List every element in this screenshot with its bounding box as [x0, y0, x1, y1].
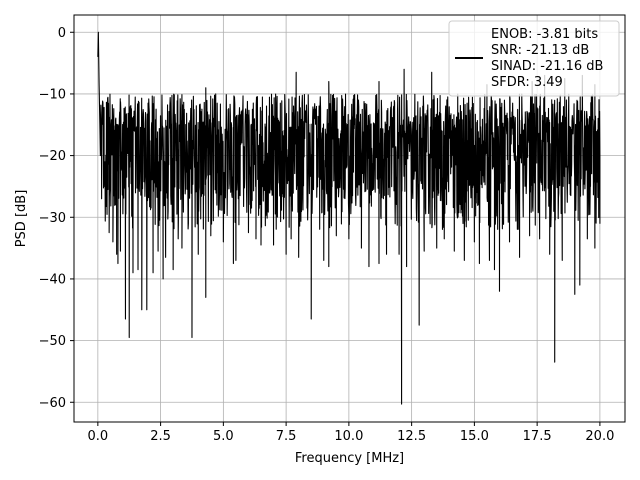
- y-tick-label: −50: [39, 334, 66, 349]
- y-tick-label: −60: [39, 396, 66, 411]
- legend-label-line: SINAD: -21.16 dB: [491, 59, 603, 74]
- x-axis-ticks: 0.0 2.5 5.0 7.5 10.0 12.5 15.0 17.5 20.0: [88, 422, 614, 444]
- legend: ENOB: -3.81 bits SNR: -21.13 dB SINAD: -21…: [448, 20, 620, 97]
- legend-box: [448, 20, 620, 97]
- y-tick-label: −20: [39, 149, 66, 164]
- x-axis-title: Frequency [MHz]: [295, 451, 404, 466]
- y-tick-label: −10: [39, 87, 66, 102]
- legend-label-line: ENOB: -3.81 bits: [491, 27, 598, 42]
- x-tick-label: 15.0: [460, 429, 489, 444]
- x-tick-label: 20.0: [585, 429, 614, 444]
- y-axis-title: PSD [dB]: [14, 190, 29, 248]
- y-tick-label: −40: [39, 272, 66, 287]
- y-tick-label: −30: [39, 211, 66, 226]
- psd-series-line: [97, 31, 601, 405]
- y-tick-label: 0: [58, 26, 66, 41]
- x-tick-label: 0.0: [88, 429, 109, 444]
- x-tick-label: 12.5: [397, 429, 426, 444]
- plot-area: [97, 31, 601, 405]
- x-tick-label: 7.5: [276, 429, 297, 444]
- x-tick-label: 10.0: [334, 429, 363, 444]
- legend-label: ENOB: -3.81 bits SNR: -21.13 dB SINAD: -21…: [491, 27, 603, 90]
- legend-label-line: SNR: -21.13 dB: [491, 43, 589, 58]
- axes-frame: [73, 14, 626, 423]
- legend-label-line: SFDR: 3.49: [491, 75, 563, 90]
- x-tick-label: 2.5: [150, 429, 171, 444]
- x-tick-label: 17.5: [523, 429, 552, 444]
- y-axis-ticks: 0 −10 −20 −30 −40 −50 −60: [39, 26, 74, 411]
- x-tick-label: 5.0: [213, 429, 234, 444]
